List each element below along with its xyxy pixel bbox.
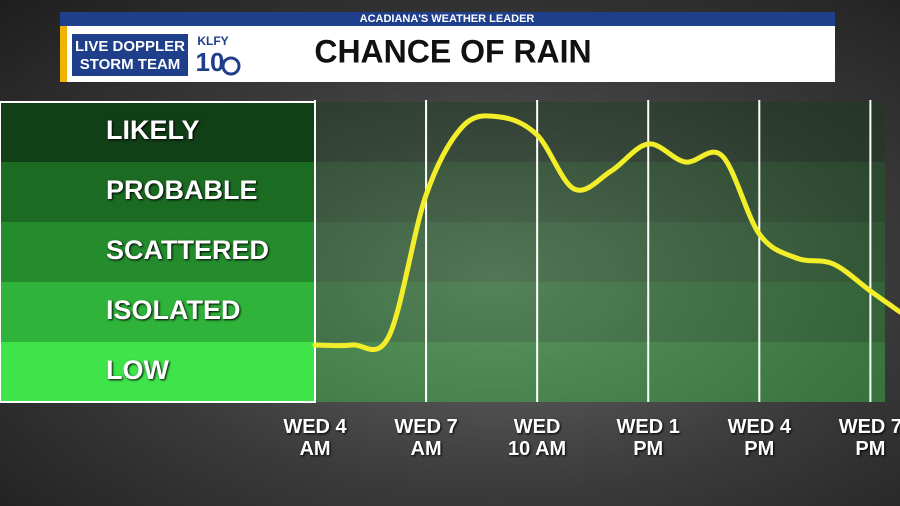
x-tick-label: WED 7 AM bbox=[394, 416, 458, 460]
plot-band bbox=[315, 282, 885, 342]
level-band bbox=[0, 282, 315, 342]
logo-eye bbox=[221, 56, 241, 76]
chart-title: CHANCE OF RAIN bbox=[314, 33, 591, 69]
accent bbox=[60, 26, 67, 82]
tagline: ACADIANA'S WEATHER LEADER bbox=[360, 13, 535, 25]
x-tick-label: WED 4 AM bbox=[283, 416, 347, 460]
level-band bbox=[0, 102, 315, 162]
plot-band bbox=[315, 102, 885, 162]
x-tick-label: WED 1 PM bbox=[616, 416, 680, 460]
y-tick-label: SCATTERED bbox=[106, 235, 269, 265]
level-band bbox=[0, 222, 315, 282]
y-tick-label: LOW bbox=[106, 355, 169, 385]
level-band bbox=[0, 162, 315, 222]
x-tick-label: WED 10 AM bbox=[508, 416, 567, 460]
level-band bbox=[0, 342, 315, 402]
brand-line: STORM TEAM bbox=[80, 56, 181, 73]
brand-box bbox=[72, 34, 188, 76]
plot-band bbox=[315, 342, 885, 402]
x-tick-label: WED 7 PM bbox=[838, 416, 900, 460]
station: KLFY bbox=[197, 34, 228, 48]
channel: 10 bbox=[196, 47, 225, 77]
brand-line: LIVE DOPPLER bbox=[75, 38, 185, 55]
rain-line bbox=[312, 113, 900, 352]
y-tick-label: ISOLATED bbox=[106, 295, 241, 325]
y-tick-label: PROBABLE bbox=[106, 175, 258, 205]
header-strip bbox=[60, 12, 835, 26]
plot-band bbox=[315, 162, 885, 222]
x-tick-label: WED 4 PM bbox=[727, 416, 791, 460]
y-tick-label: LIKELY bbox=[106, 115, 200, 145]
plot-band bbox=[315, 222, 885, 282]
header-bar bbox=[60, 26, 835, 82]
